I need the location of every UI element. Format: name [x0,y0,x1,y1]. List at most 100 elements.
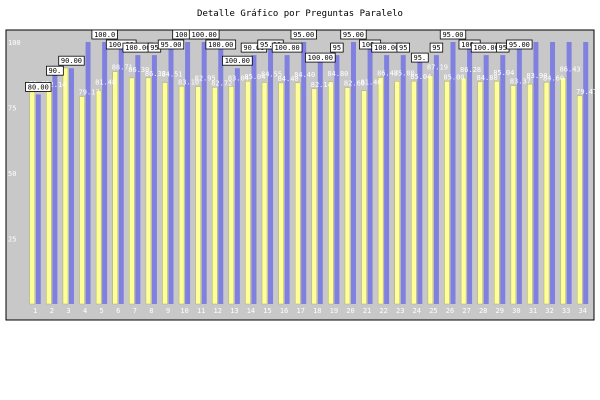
data-label-yellow: 86.28 [460,66,481,74]
data-label-yellow: 87.19 [427,64,448,72]
bar-blue [234,68,240,304]
bar-blue [85,42,91,304]
svg-text:95.00: 95.00 [442,31,463,39]
svg-text:100.00: 100.00 [208,41,233,49]
svg-text:90.: 90. [49,67,62,75]
data-label-yellow: 81.40 [361,79,382,87]
svg-text:95.00: 95.00 [343,31,364,39]
svg-text:100.00: 100.00 [474,44,499,52]
data-label-blue: 90. [46,65,64,76]
bar-yellow [543,82,550,305]
data-label-blue: 80.00 [25,82,52,92]
svg-text:100.00: 100.00 [175,31,200,39]
svg-text:95: 95 [150,44,158,52]
bar-blue [350,42,356,304]
svg-text:95.00: 95.00 [160,41,181,49]
bar-yellow [361,90,367,305]
data-label-blue: 90.00 [58,55,85,66]
bar-yellow [460,77,467,305]
data-label-yellow: 84.40 [278,75,299,83]
data-label-blue: 95 [330,42,344,53]
data-label-blue: 100.00 [304,52,336,63]
x-tick-label: 17 [296,307,304,315]
svg-text:95: 95 [333,44,341,52]
x-tick-label: 20 [346,307,354,315]
svg-text:90.00: 90.00 [61,57,82,65]
x-tick-label: 12 [214,307,222,315]
bar-blue [168,42,174,304]
data-label-yellow: 83.90 [526,72,547,80]
x-tick-label: 3 [66,307,70,315]
x-tick-label: 10 [180,307,188,315]
x-tick-label: 16 [280,307,288,315]
data-label-blue: 95.00 [290,29,317,40]
x-tick-label: 26 [446,307,454,315]
data-label-blue: 100.00 [271,42,303,53]
bar-yellow [494,80,500,305]
data-label-yellow: 82.95 [195,75,216,83]
x-tick-label: 6 [116,307,120,315]
bar-blue [533,42,539,304]
bar-yellow [377,77,384,305]
x-tick-label: 25 [429,307,437,315]
bar-blue [118,42,124,304]
data-label-yellow: 84.51 [161,71,182,79]
x-tick-label: 29 [496,307,504,315]
data-label-blue: 100.00 [205,39,237,50]
y-tick-label: 50 [8,170,16,178]
bar-yellow [62,67,69,305]
bar-yellow [178,86,185,305]
svg-text:100.00: 100.00 [125,44,150,52]
bar-blue [516,42,522,304]
bar-blue [550,42,556,304]
bar-yellow [344,87,351,305]
data-label-blue: 95. [410,52,429,63]
x-tick-label: 27 [462,307,470,315]
bar-blue [500,55,506,304]
data-label-yellow: 79.17 [79,89,100,97]
data-label-yellow: 85.00 [394,69,415,77]
x-tick-label: 11 [197,307,205,315]
bar-blue [52,68,58,304]
bar-blue [334,55,340,304]
chart-title: Detalle Gráfico por Preguntas Paralelo [197,9,403,19]
bar-yellow [311,88,318,305]
data-label-yellow: 84.40 [294,71,315,79]
data-label-yellow: 86.47 [377,69,398,77]
data-label-blue: 95 [396,42,410,53]
data-label-yellow: 84.80 [477,74,498,82]
svg-text:100.: 100. [362,41,379,49]
bar-blue [151,55,157,304]
x-tick-label: 13 [230,307,238,315]
svg-text:100.00: 100.00 [274,44,299,52]
bar-blue [102,42,108,304]
bar-yellow [95,90,102,305]
x-tick-label: 28 [479,307,487,315]
bar-blue [566,42,572,304]
data-label-yellow: 79.47 [576,88,597,96]
data-label-yellow: 84.60 [543,74,564,82]
bar-blue [317,55,323,304]
bar-yellow [477,81,483,305]
bar-blue [284,55,290,304]
data-label-blue: 95.00 [157,39,185,50]
bar-yellow [294,82,301,305]
x-tick-label: 15 [263,307,271,315]
data-label-yellow: 86.43 [560,66,581,74]
bar-yellow [112,71,118,305]
bar-blue [35,94,41,305]
data-label-yellow: 82.14 [311,81,332,89]
svg-text:95.00: 95.00 [293,31,314,39]
x-tick-label: 21 [363,307,371,315]
y-tick-label: 25 [8,236,16,244]
bar-yellow [576,95,583,305]
x-tick-label: 32 [545,307,553,315]
data-label-yellow: 85.04 [493,69,514,77]
svg-text:95.: 95. [413,54,426,62]
x-tick-label: 33 [562,307,570,315]
svg-text:100.00: 100.00 [225,57,250,65]
svg-text:100.: 100. [461,41,478,49]
data-label-yellow: 88.71 [112,64,133,72]
y-tick-label: 100 [8,39,21,47]
